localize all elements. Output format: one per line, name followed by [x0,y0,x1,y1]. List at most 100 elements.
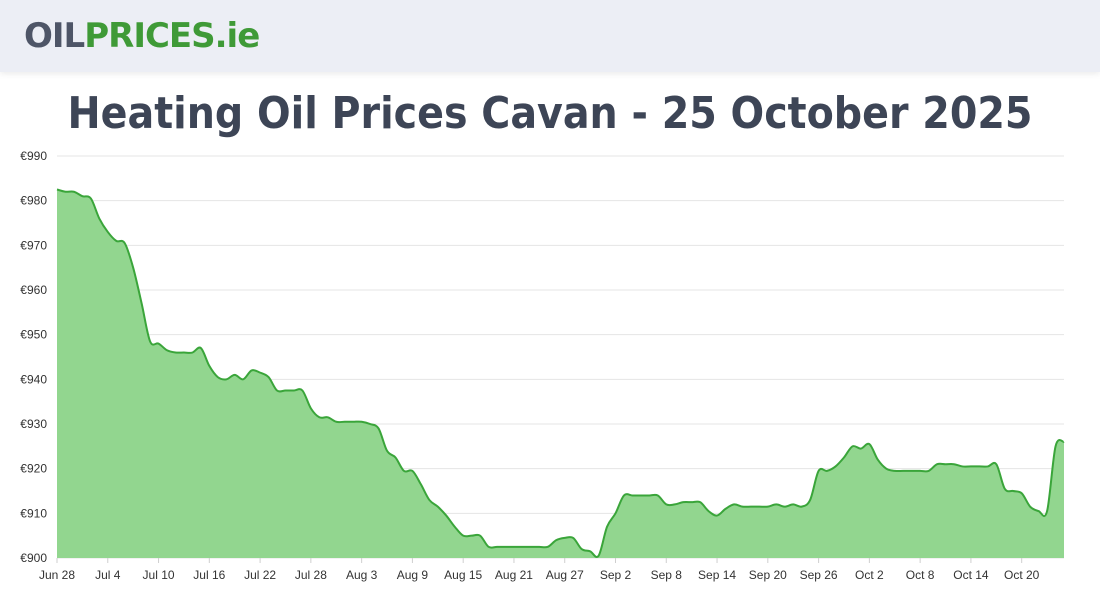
logo-prices-text: PRICES [84,16,215,56]
data-point [336,421,337,422]
data-point [759,506,760,507]
logo-tld-text: .ie [214,16,261,56]
data-point [928,470,929,471]
data-point [158,343,159,344]
data-point [522,546,523,547]
data-point [302,390,303,391]
data-point [1046,511,1047,512]
site-logo[interactable]: OILPRICES.ie [24,14,261,58]
data-point [437,506,438,507]
data-point [894,470,895,471]
x-tick-label: Oct 20 [1004,568,1040,582]
data-point [547,546,548,547]
data-point [742,506,743,507]
x-tick-label: Sep 14 [698,568,736,582]
data-point [1004,488,1005,489]
data-point [192,352,193,353]
data-point [149,341,150,342]
data-point [226,379,227,380]
data-point [860,448,861,449]
data-point [420,484,421,485]
data-point [877,459,878,460]
data-point [691,502,692,503]
data-point [776,504,777,505]
data-point [319,417,320,418]
x-tick-label: Sep 8 [651,568,683,582]
data-point [251,370,252,371]
data-point [573,537,574,538]
data-point [530,546,531,547]
x-tick-label: Sep 20 [749,568,787,582]
data-point [412,470,413,471]
data-point [1021,493,1022,494]
data-point [133,267,134,268]
x-tick-label: Aug 3 [346,568,378,582]
data-point [183,352,184,353]
data-point [116,240,117,241]
page-title: Heating Oil Prices Cavan - 25 October 20… [67,88,1033,139]
y-tick-label: €920 [20,462,47,476]
data-point [82,196,83,197]
data-point [175,352,176,353]
data-point [911,470,912,471]
data-point [353,421,354,422]
data-point [818,470,819,471]
x-tick-label: Jul 4 [95,568,121,582]
data-point [708,511,709,512]
data-point [987,466,988,467]
data-point [259,372,260,373]
data-point [826,470,827,471]
data-point [234,374,235,375]
data-point [970,466,971,467]
data-point [733,504,734,505]
data-point [962,466,963,467]
data-point [632,495,633,496]
data-point [657,495,658,496]
data-point [539,546,540,547]
data-point [200,347,201,348]
data-point [1038,511,1039,512]
data-point [953,464,954,465]
data-point [454,526,455,527]
data-point [996,464,997,465]
data-point [513,546,514,547]
data-point [446,515,447,516]
data-point [598,555,599,556]
data-point [920,470,921,471]
data-point [56,189,57,190]
data-point [649,495,650,496]
series-area-fill [57,189,1064,558]
y-tick-label: €900 [20,551,47,565]
data-point [936,464,937,465]
data-point [767,506,768,507]
data-point [700,502,701,503]
data-point [344,421,345,422]
y-tick-label: €970 [20,238,47,252]
y-axis-ticks: €900 €910 €920 €930 €940 €950 €960 €970 €980 €990 [20,149,47,565]
data-point [869,444,870,445]
data-point [793,504,794,505]
data-point [268,377,269,378]
y-tick-label: €980 [20,194,47,208]
data-point [903,470,904,471]
data-point [395,457,396,458]
data-point [835,466,836,467]
price-series [56,188,1065,558]
data-point [243,379,244,380]
data-point [852,446,853,447]
data-point [65,191,66,192]
data-point [683,502,684,503]
x-tick-label: Sep 2 [600,568,632,582]
data-point [124,243,125,244]
data-point [615,513,616,514]
data-point [1063,441,1064,442]
data-point [99,218,100,219]
data-point [90,198,91,199]
y-tick-label: €940 [20,372,47,386]
data-point [590,551,591,552]
x-tick-label: Jul 16 [193,568,225,582]
data-point [285,390,286,391]
data-point [564,537,565,538]
data-point [810,499,811,500]
